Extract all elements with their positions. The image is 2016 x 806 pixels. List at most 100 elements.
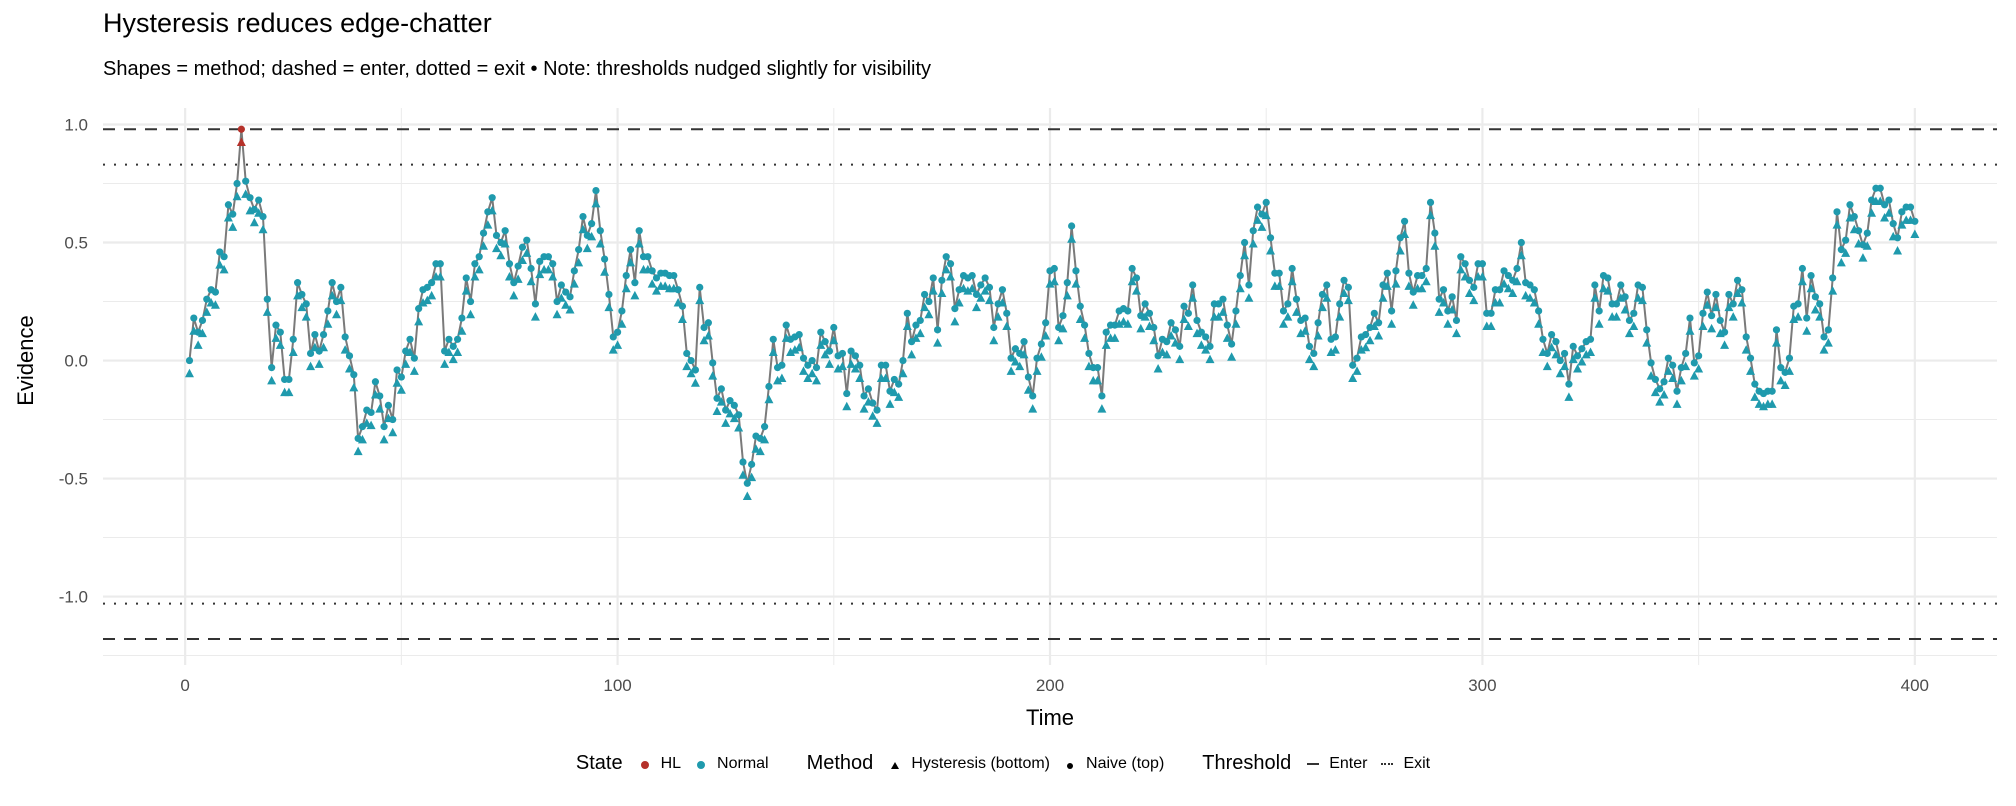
naive-point — [220, 253, 228, 261]
hysteresis-point — [236, 137, 246, 146]
hysteresis-point — [928, 286, 938, 295]
naive-point — [1630, 309, 1638, 317]
naive-point — [216, 248, 224, 256]
naive-point — [1141, 300, 1149, 308]
hysteresis-point — [1153, 364, 1163, 373]
hysteresis-point — [565, 305, 575, 314]
naive-point — [367, 408, 375, 417]
hysteresis-point — [902, 321, 912, 331]
hysteresis-point — [297, 302, 307, 312]
hysteresis-point — [803, 373, 813, 382]
naive-point — [1020, 338, 1028, 346]
naive-point — [1457, 253, 1465, 261]
hysteresis-point — [422, 295, 432, 305]
hysteresis-point — [898, 368, 908, 378]
hysteresis-point — [1023, 385, 1033, 394]
naive-point — [544, 253, 552, 261]
naive-point — [929, 274, 937, 282]
hysteresis-point — [1663, 366, 1673, 375]
naive-point — [1898, 208, 1906, 216]
hysteresis-point — [595, 238, 605, 248]
hysteresis-point — [1724, 302, 1734, 312]
naive-point — [1746, 354, 1755, 362]
naive-point — [1716, 316, 1724, 325]
hysteresis-point — [1694, 364, 1704, 373]
hysteresis-point — [1080, 333, 1090, 342]
hysteresis-point — [824, 359, 834, 368]
legend-state-title: State — [575, 752, 623, 774]
hysteresis-point — [950, 316, 960, 326]
naive-point — [449, 342, 457, 350]
naive-point — [211, 288, 220, 296]
naive-point — [613, 328, 622, 336]
hysteresis-point — [517, 255, 527, 264]
naive-point — [644, 253, 652, 261]
naive-point — [293, 279, 302, 287]
naive-point — [1643, 326, 1651, 334]
naive-point — [570, 267, 578, 275]
hysteresis-point — [1858, 253, 1868, 262]
naive-point — [1496, 286, 1504, 294]
naive-point — [1539, 335, 1547, 343]
hysteresis-point — [392, 378, 402, 387]
hysteresis-point — [366, 420, 376, 430]
naive-point — [748, 460, 756, 468]
hysteresis-point — [872, 418, 882, 427]
hysteresis-point — [1884, 208, 1894, 217]
hysteresis-point — [1149, 335, 1159, 345]
x-tick-label: 300 — [1468, 676, 1496, 695]
naive-point — [415, 305, 423, 313]
hysteresis-point — [1348, 373, 1358, 382]
hysteresis-point — [569, 279, 579, 288]
naive-point — [575, 246, 583, 254]
naive-point — [436, 260, 444, 268]
naive-point — [1080, 321, 1089, 329]
naive-point — [1288, 264, 1296, 273]
hysteresis-point — [777, 373, 787, 382]
hysteresis-point — [1395, 246, 1405, 255]
naive-point — [1695, 352, 1703, 360]
hysteresis-point — [1400, 229, 1410, 239]
hysteresis-point — [1032, 366, 1042, 375]
hysteresis-point — [1551, 349, 1561, 359]
hysteresis-point — [306, 361, 316, 371]
hysteresis-point — [971, 302, 981, 312]
naive-point — [531, 300, 540, 308]
naive-point — [1422, 264, 1430, 273]
hysteresis-point — [1274, 281, 1284, 290]
hysteresis-point — [1542, 361, 1552, 371]
hysteresis-point — [1214, 312, 1224, 321]
hysteresis-point — [552, 309, 562, 319]
naive-point — [1180, 302, 1188, 310]
naive-point — [856, 361, 864, 369]
hysteresis-point — [500, 238, 510, 248]
naive-point — [1318, 290, 1327, 299]
naive-point — [501, 227, 509, 235]
naive-point — [735, 411, 743, 419]
hysteresis-point — [267, 375, 277, 385]
hysteresis-point — [1910, 229, 1920, 239]
legend-method-title: Method — [806, 752, 874, 774]
hysteresis-point — [474, 264, 484, 274]
hysteresis-point — [1815, 312, 1825, 321]
hysteresis-point — [526, 276, 536, 286]
hysteresis-point — [543, 264, 553, 274]
hysteresis-point — [820, 349, 830, 359]
naive-point — [1842, 236, 1850, 244]
naive-point — [1388, 307, 1396, 315]
naive-point — [1340, 276, 1348, 284]
hysteresis-point — [1547, 342, 1557, 352]
naive-point — [1163, 338, 1171, 346]
naive-point — [250, 205, 258, 214]
naive-point — [549, 260, 557, 268]
naive-point — [1500, 267, 1508, 275]
naive-point — [1029, 392, 1037, 400]
naive-point — [380, 423, 388, 431]
hysteresis-point — [768, 347, 778, 357]
hysteresis-point — [288, 347, 298, 357]
naive-point — [523, 236, 531, 244]
naive-point — [462, 274, 470, 282]
naive-point — [981, 274, 989, 282]
naive-point — [337, 283, 345, 291]
hysteresis-point — [1828, 286, 1838, 295]
